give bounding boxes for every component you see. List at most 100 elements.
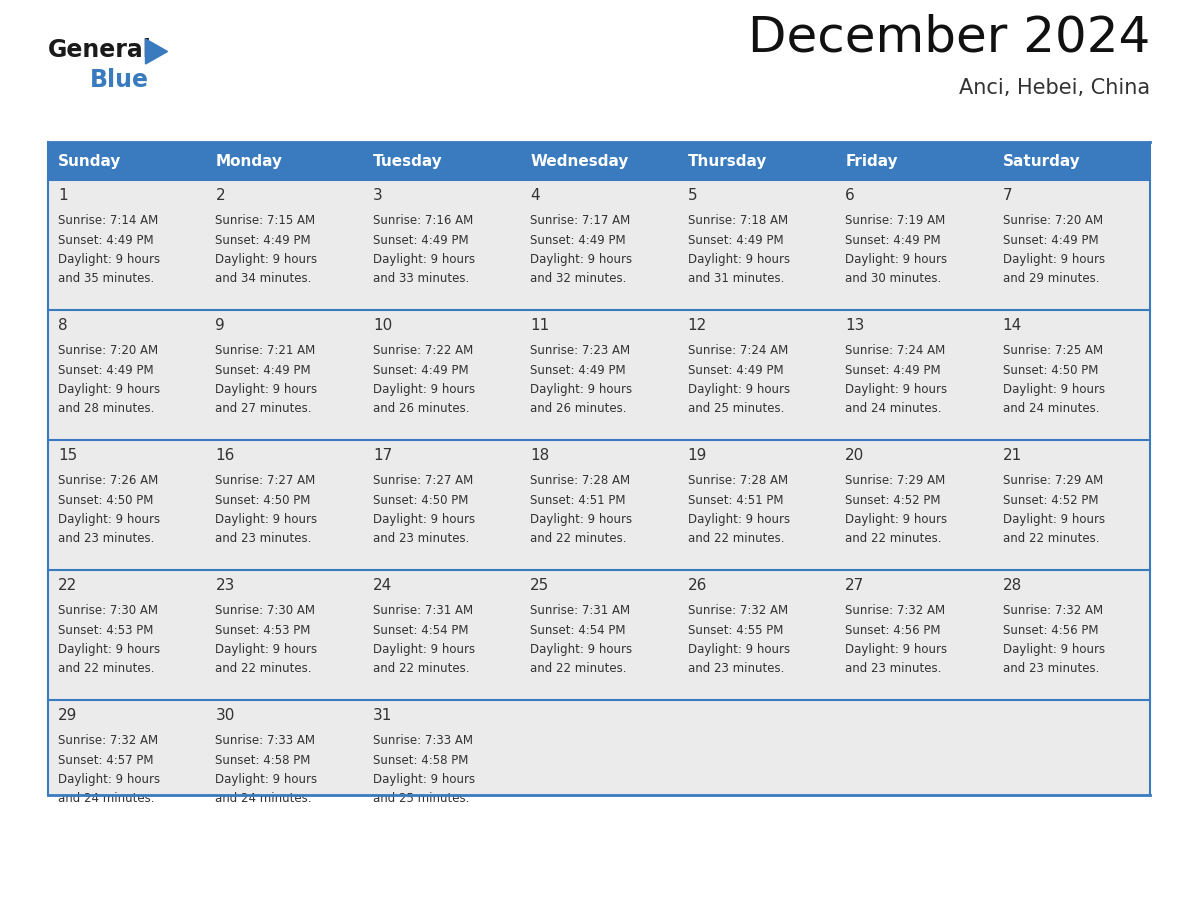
Text: December 2024: December 2024 <box>747 13 1150 61</box>
Bar <box>520 310 677 440</box>
Bar <box>992 700 1150 795</box>
Text: Sunrise: 7:23 AM: Sunrise: 7:23 AM <box>530 344 631 357</box>
Text: Tuesday: Tuesday <box>373 153 443 169</box>
Text: Sunset: 4:55 PM: Sunset: 4:55 PM <box>688 623 783 636</box>
Text: Sunrise: 7:28 AM: Sunrise: 7:28 AM <box>530 474 631 487</box>
Text: and 22 minutes.: and 22 minutes. <box>688 532 784 545</box>
Text: Sunrise: 7:28 AM: Sunrise: 7:28 AM <box>688 474 788 487</box>
Text: Friday: Friday <box>845 153 898 169</box>
Text: Sunset: 4:54 PM: Sunset: 4:54 PM <box>530 623 626 636</box>
Bar <box>520 180 677 310</box>
Text: Sunset: 4:58 PM: Sunset: 4:58 PM <box>373 754 468 767</box>
Text: and 22 minutes.: and 22 minutes. <box>58 663 154 676</box>
Text: Sunrise: 7:24 AM: Sunrise: 7:24 AM <box>688 344 788 357</box>
Bar <box>835 310 992 440</box>
Text: and 23 minutes.: and 23 minutes. <box>1003 663 1099 676</box>
Bar <box>48 310 206 440</box>
Text: Sunset: 4:52 PM: Sunset: 4:52 PM <box>1003 494 1098 507</box>
Text: Sunset: 4:53 PM: Sunset: 4:53 PM <box>215 623 311 636</box>
Text: Sunrise: 7:27 AM: Sunrise: 7:27 AM <box>215 474 316 487</box>
Text: 9: 9 <box>215 318 226 333</box>
Text: Sunset: 4:49 PM: Sunset: 4:49 PM <box>1003 233 1098 247</box>
Text: Sunday: Sunday <box>58 153 121 169</box>
Text: Sunrise: 7:31 AM: Sunrise: 7:31 AM <box>373 604 473 617</box>
Text: 15: 15 <box>58 448 77 463</box>
Bar <box>992 440 1150 570</box>
Text: Sunset: 4:56 PM: Sunset: 4:56 PM <box>845 623 941 636</box>
Bar <box>362 310 520 440</box>
Text: 4: 4 <box>530 188 539 203</box>
Bar <box>677 180 835 310</box>
Text: and 22 minutes.: and 22 minutes. <box>530 532 627 545</box>
Text: Sunset: 4:51 PM: Sunset: 4:51 PM <box>530 494 626 507</box>
Polygon shape <box>145 39 168 64</box>
Text: Daylight: 9 hours: Daylight: 9 hours <box>58 513 160 526</box>
Bar <box>520 570 677 700</box>
Text: and 22 minutes.: and 22 minutes. <box>1003 532 1099 545</box>
Text: Daylight: 9 hours: Daylight: 9 hours <box>58 383 160 396</box>
Text: and 30 minutes.: and 30 minutes. <box>845 273 941 285</box>
Text: 11: 11 <box>530 318 550 333</box>
Bar <box>677 440 835 570</box>
Text: and 28 minutes.: and 28 minutes. <box>58 402 154 416</box>
Text: Sunrise: 7:18 AM: Sunrise: 7:18 AM <box>688 214 788 227</box>
Text: Sunrise: 7:21 AM: Sunrise: 7:21 AM <box>215 344 316 357</box>
Bar <box>992 180 1150 310</box>
Text: and 23 minutes.: and 23 minutes. <box>845 663 942 676</box>
Text: Daylight: 9 hours: Daylight: 9 hours <box>530 253 632 266</box>
Text: Sunset: 4:49 PM: Sunset: 4:49 PM <box>688 233 783 247</box>
Text: Sunrise: 7:29 AM: Sunrise: 7:29 AM <box>845 474 946 487</box>
Text: Daylight: 9 hours: Daylight: 9 hours <box>845 253 947 266</box>
Text: 12: 12 <box>688 318 707 333</box>
Text: Sunset: 4:57 PM: Sunset: 4:57 PM <box>58 754 153 767</box>
Text: Sunset: 4:49 PM: Sunset: 4:49 PM <box>845 364 941 376</box>
Text: and 24 minutes.: and 24 minutes. <box>845 402 942 416</box>
Text: Sunrise: 7:27 AM: Sunrise: 7:27 AM <box>373 474 473 487</box>
Text: 20: 20 <box>845 448 865 463</box>
Text: Sunrise: 7:32 AM: Sunrise: 7:32 AM <box>688 604 788 617</box>
Text: General: General <box>48 38 152 62</box>
Text: and 23 minutes.: and 23 minutes. <box>688 663 784 676</box>
Text: 25: 25 <box>530 578 550 593</box>
Bar <box>992 310 1150 440</box>
Bar <box>677 700 835 795</box>
Bar <box>835 700 992 795</box>
Text: and 24 minutes.: and 24 minutes. <box>1003 402 1099 416</box>
Text: Sunrise: 7:20 AM: Sunrise: 7:20 AM <box>1003 214 1102 227</box>
Text: Daylight: 9 hours: Daylight: 9 hours <box>58 643 160 656</box>
Bar <box>520 440 677 570</box>
Bar <box>362 440 520 570</box>
Text: and 34 minutes.: and 34 minutes. <box>215 273 311 285</box>
Text: Daylight: 9 hours: Daylight: 9 hours <box>215 383 317 396</box>
Text: Sunrise: 7:32 AM: Sunrise: 7:32 AM <box>845 604 946 617</box>
Text: Daylight: 9 hours: Daylight: 9 hours <box>845 643 947 656</box>
Bar <box>835 180 992 310</box>
Text: Sunrise: 7:31 AM: Sunrise: 7:31 AM <box>530 604 631 617</box>
Bar <box>992 570 1150 700</box>
Text: Sunrise: 7:14 AM: Sunrise: 7:14 AM <box>58 214 158 227</box>
Text: and 25 minutes.: and 25 minutes. <box>373 792 469 805</box>
Text: Sunrise: 7:30 AM: Sunrise: 7:30 AM <box>58 604 158 617</box>
Text: Sunset: 4:50 PM: Sunset: 4:50 PM <box>373 494 468 507</box>
Text: and 31 minutes.: and 31 minutes. <box>688 273 784 285</box>
Text: Sunrise: 7:25 AM: Sunrise: 7:25 AM <box>1003 344 1102 357</box>
Text: Daylight: 9 hours: Daylight: 9 hours <box>845 513 947 526</box>
Text: Sunset: 4:51 PM: Sunset: 4:51 PM <box>688 494 783 507</box>
Text: 24: 24 <box>373 578 392 593</box>
Bar <box>206 440 362 570</box>
Text: and 29 minutes.: and 29 minutes. <box>1003 273 1099 285</box>
Text: 3: 3 <box>373 188 383 203</box>
Text: Sunset: 4:56 PM: Sunset: 4:56 PM <box>1003 623 1098 636</box>
Text: Sunrise: 7:16 AM: Sunrise: 7:16 AM <box>373 214 473 227</box>
Text: Sunset: 4:50 PM: Sunset: 4:50 PM <box>58 494 153 507</box>
Text: and 32 minutes.: and 32 minutes. <box>530 273 626 285</box>
Text: Daylight: 9 hours: Daylight: 9 hours <box>373 513 475 526</box>
Text: Daylight: 9 hours: Daylight: 9 hours <box>845 383 947 396</box>
Text: 8: 8 <box>58 318 68 333</box>
Bar <box>48 570 206 700</box>
Text: Sunrise: 7:24 AM: Sunrise: 7:24 AM <box>845 344 946 357</box>
Text: 1: 1 <box>58 188 68 203</box>
Text: 2: 2 <box>215 188 225 203</box>
Text: 14: 14 <box>1003 318 1022 333</box>
Text: 16: 16 <box>215 448 235 463</box>
